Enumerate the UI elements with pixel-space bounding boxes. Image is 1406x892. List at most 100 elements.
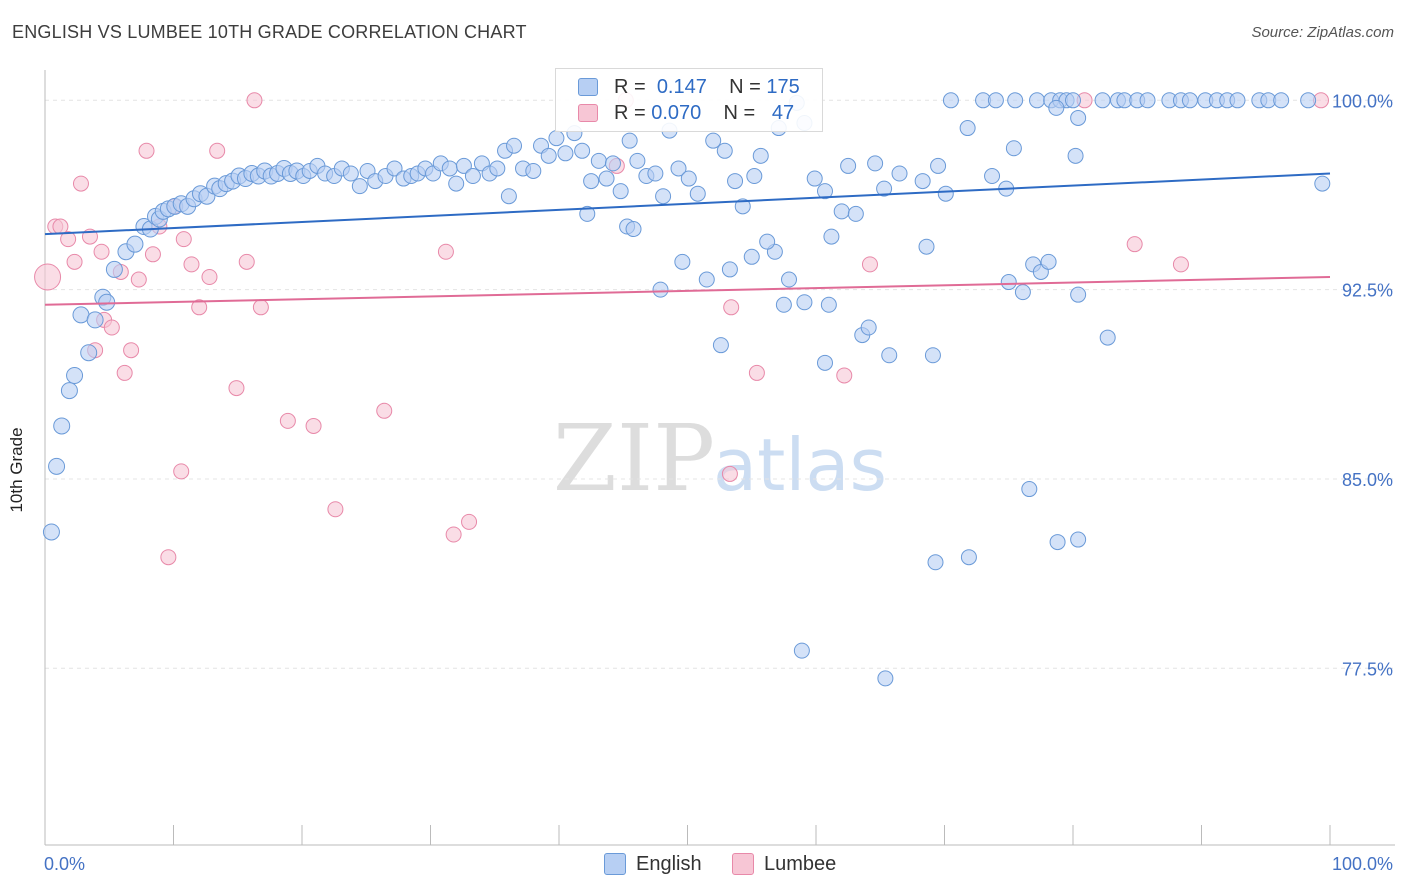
lumbee-point xyxy=(103,319,120,336)
english-point xyxy=(1049,534,1066,551)
english-point xyxy=(918,238,935,255)
lumbee-point xyxy=(123,342,140,359)
lumbee-points xyxy=(34,92,1330,566)
legend-row-english: R = 0.147 N = 175 xyxy=(578,74,800,100)
x-tick-label: 0.0% xyxy=(44,854,85,874)
english-legend-swatch-icon xyxy=(604,853,626,875)
lumbee-legend-label: Lumbee xyxy=(764,852,837,875)
english-point xyxy=(959,120,976,137)
lumbee-point xyxy=(461,513,478,530)
english-point xyxy=(98,293,116,311)
lumbee-point xyxy=(93,243,110,260)
english-point xyxy=(604,155,621,172)
english-point xyxy=(793,642,810,659)
english-point xyxy=(1065,92,1081,109)
english-point xyxy=(126,235,144,253)
legend-english: English xyxy=(604,852,702,876)
english-point xyxy=(775,296,792,313)
english-point xyxy=(680,170,697,187)
y-tick-label: 85.0% xyxy=(1342,470,1393,490)
x-tick-label: 100.0% xyxy=(1332,854,1393,874)
english-point xyxy=(583,173,600,190)
english-point xyxy=(53,417,71,435)
english-trendline xyxy=(44,172,1331,236)
lumbee-point xyxy=(175,231,192,248)
lumbee-point xyxy=(116,364,133,381)
english-point xyxy=(847,205,864,222)
english-point xyxy=(924,347,941,364)
english-point xyxy=(867,155,884,172)
lumbee-point xyxy=(279,412,296,429)
english-point xyxy=(80,344,98,362)
english-point xyxy=(448,175,465,192)
english-point xyxy=(105,260,123,278)
english-point xyxy=(860,319,877,336)
english-point xyxy=(625,221,642,238)
axes xyxy=(44,70,1395,846)
english-point xyxy=(1040,253,1057,270)
lumbee-point xyxy=(238,253,255,270)
y-tick-label: 77.5% xyxy=(1342,659,1393,679)
english-point xyxy=(716,142,733,159)
english-point xyxy=(1048,99,1065,116)
english-point xyxy=(759,233,776,250)
english-point xyxy=(540,147,557,164)
english-point xyxy=(342,165,359,182)
y-tick-label: 100.0% xyxy=(1332,91,1393,111)
lumbee-point xyxy=(305,417,322,434)
english-n-value: 175 xyxy=(766,75,800,98)
lumbee-point xyxy=(138,142,155,159)
english-point xyxy=(557,145,574,162)
legend-lumbee: Lumbee xyxy=(732,852,836,876)
english-point xyxy=(877,670,894,687)
english-point xyxy=(525,162,542,179)
english-point xyxy=(647,165,664,182)
lumbee-point xyxy=(1126,236,1143,253)
lumbee-point xyxy=(130,271,147,288)
english-point xyxy=(441,160,458,177)
english-point xyxy=(689,185,706,202)
english-point xyxy=(930,157,947,174)
english-point xyxy=(500,188,517,205)
lumbee-point xyxy=(183,256,200,273)
english-point xyxy=(670,160,687,177)
english-point xyxy=(698,271,715,288)
english-point xyxy=(796,294,813,311)
english-point xyxy=(1300,92,1317,109)
chart-title: ENGLISH VS LUMBEE 10TH GRADE CORRELATION… xyxy=(12,22,527,42)
english-point xyxy=(1314,175,1331,192)
lumbee-point xyxy=(721,465,738,482)
lumbee-legend-swatch-icon xyxy=(732,853,754,875)
lumbee-point xyxy=(228,380,245,397)
english-point xyxy=(746,168,763,185)
lumbee-point xyxy=(836,367,853,384)
english-point xyxy=(1139,92,1156,109)
y-tick-label: 92.5% xyxy=(1342,281,1393,301)
watermark-atlas: atlas xyxy=(713,423,887,507)
lumbee-swatch-icon xyxy=(578,104,598,122)
english-point xyxy=(629,152,646,169)
english-point xyxy=(48,457,66,475)
english-point xyxy=(351,178,368,195)
tick-labels: 100.0% 92.5% 85.0% 77.5% 0.0% 100.0% xyxy=(44,91,1393,874)
lumbee-point xyxy=(209,142,226,159)
english-point xyxy=(734,198,751,215)
lumbee-point xyxy=(1172,256,1189,273)
english-point xyxy=(927,554,944,571)
english-point xyxy=(987,92,1004,109)
lumbee-n-value: 47 xyxy=(771,101,795,124)
english-point xyxy=(914,173,931,190)
english-point xyxy=(489,160,506,177)
english-point xyxy=(876,180,893,197)
lumbee-point xyxy=(252,299,269,316)
lumbee-point xyxy=(60,231,77,248)
english-point xyxy=(506,137,523,154)
english-point xyxy=(833,203,850,220)
lumbee-point xyxy=(327,501,344,518)
english-point xyxy=(721,261,738,278)
lumbee-trendline xyxy=(44,276,1331,306)
english-point xyxy=(655,188,672,205)
lumbee-point xyxy=(173,463,190,480)
correlation-legend: R = 0.147 N = 175 R = 0.070 N = 47 xyxy=(555,68,823,132)
